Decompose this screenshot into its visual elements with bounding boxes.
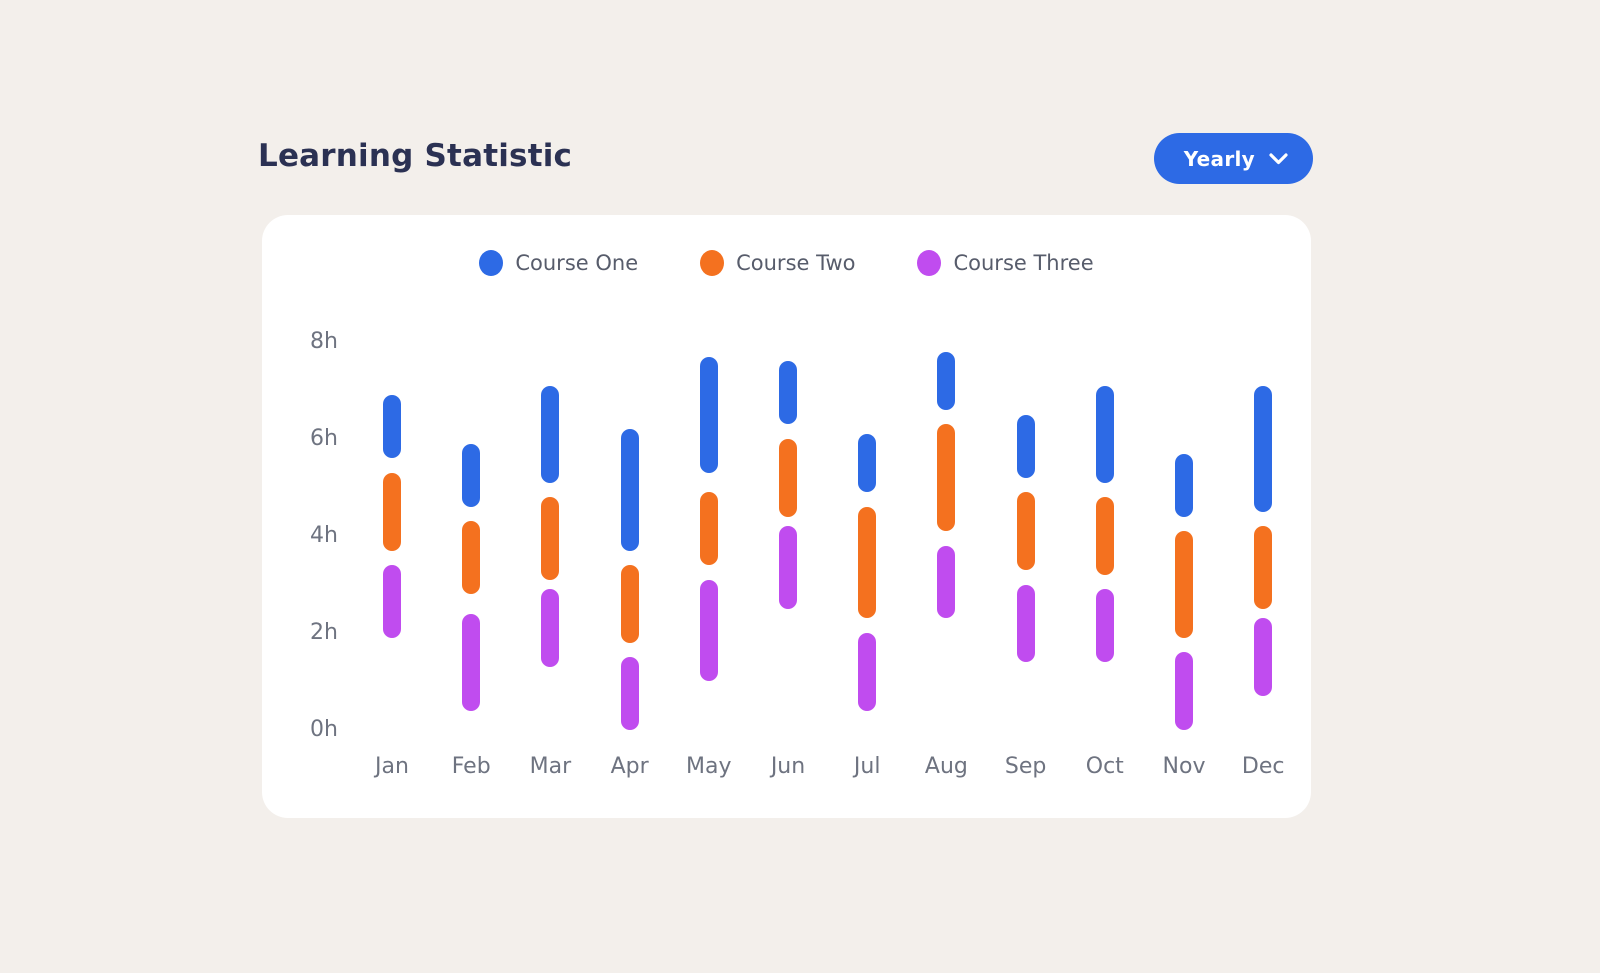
bar-course-two-aug bbox=[937, 424, 956, 532]
x-axis-label-dec: Dec bbox=[1241, 754, 1285, 779]
bar-course-three-nov bbox=[1175, 652, 1193, 730]
bar-course-one-jan bbox=[383, 395, 401, 459]
legend-dot-course-two bbox=[700, 250, 725, 276]
bar-course-one-jul bbox=[858, 434, 877, 493]
bar-course-three-aug bbox=[937, 545, 956, 619]
page-title: Learning Statistic bbox=[258, 138, 573, 174]
legend-item-course-one: Course One bbox=[479, 250, 638, 276]
bar-course-two-oct bbox=[1095, 497, 1114, 575]
bar-course-one-apr bbox=[620, 429, 639, 551]
bar-course-one-may bbox=[699, 356, 718, 473]
legend-label: Course Two bbox=[736, 251, 856, 275]
bar-course-two-mar bbox=[541, 497, 560, 580]
legend-item-course-two: Course Two bbox=[700, 250, 855, 276]
legend-dot-course-one bbox=[479, 250, 504, 276]
bar-course-one-nov bbox=[1175, 453, 1193, 517]
x-axis-label-feb: Feb bbox=[451, 754, 491, 779]
bar-course-two-nov bbox=[1175, 531, 1193, 638]
x-axis-label-may: May bbox=[686, 754, 732, 779]
bar-course-three-may bbox=[699, 579, 718, 682]
bar-course-three-feb bbox=[462, 613, 481, 711]
x-axis-label-jan: Jan bbox=[375, 754, 409, 779]
bar-course-two-dec bbox=[1254, 526, 1273, 609]
x-axis-label-jul: Jul bbox=[853, 754, 881, 779]
bar-course-one-dec bbox=[1254, 385, 1273, 512]
bar-course-three-sep bbox=[1016, 584, 1035, 663]
x-axis-label-apr: Apr bbox=[610, 754, 649, 779]
bar-course-two-apr bbox=[620, 565, 639, 643]
bar-course-three-dec bbox=[1254, 618, 1273, 697]
bar-course-one-sep bbox=[1016, 414, 1035, 478]
chart-legend: Course One Course Two Course Three bbox=[262, 250, 1311, 276]
bar-course-one-aug bbox=[937, 351, 956, 410]
x-axis-label-oct: Oct bbox=[1085, 754, 1124, 779]
learning-statistic-card: Course One Course Two Course Three 0h 2h 4h 6… bbox=[262, 215, 1311, 818]
legend-label: Course Three bbox=[953, 251, 1094, 275]
bar-course-two-jan bbox=[383, 472, 401, 551]
bar-course-two-jun bbox=[779, 439, 797, 517]
bar-course-two-feb bbox=[462, 521, 481, 595]
x-axis-label-sep: Sep bbox=[1004, 754, 1047, 779]
x-axis-label-aug: Aug bbox=[924, 754, 968, 779]
legend-item-course-three: Course Three bbox=[917, 250, 1094, 276]
bar-course-three-apr bbox=[620, 657, 639, 730]
bar-course-three-mar bbox=[541, 589, 560, 667]
x-axis-label-jun: Jun bbox=[770, 754, 806, 779]
y-axis-tick-2h: 2h bbox=[310, 620, 338, 645]
bar-course-three-jun bbox=[779, 526, 797, 609]
y-axis-tick-0h: 0h bbox=[310, 717, 338, 742]
chevron-down-icon bbox=[1269, 152, 1288, 165]
bar-course-two-jul bbox=[858, 506, 877, 619]
y-axis-tick-8h: 8h bbox=[310, 329, 338, 354]
x-axis-label-mar: Mar bbox=[529, 754, 572, 779]
period-selector-label: Yearly bbox=[1183, 146, 1255, 171]
bar-course-one-mar bbox=[541, 385, 560, 483]
bar-course-two-may bbox=[699, 492, 718, 566]
bar-course-three-jan bbox=[383, 565, 401, 638]
bar-course-three-jul bbox=[858, 633, 877, 711]
legend-dot-course-three bbox=[917, 250, 942, 276]
bar-course-one-feb bbox=[462, 443, 481, 507]
legend-label: Course One bbox=[515, 251, 639, 275]
bar-course-one-oct bbox=[1095, 385, 1114, 483]
period-selector-button[interactable]: Yearly bbox=[1153, 133, 1313, 184]
bar-course-one-jun bbox=[779, 361, 797, 425]
x-axis-label-nov: Nov bbox=[1162, 754, 1206, 779]
bar-course-three-oct bbox=[1095, 589, 1114, 663]
y-axis-tick-4h: 4h bbox=[310, 523, 338, 548]
y-axis-tick-6h: 6h bbox=[310, 426, 338, 451]
bar-course-two-sep bbox=[1016, 492, 1035, 570]
